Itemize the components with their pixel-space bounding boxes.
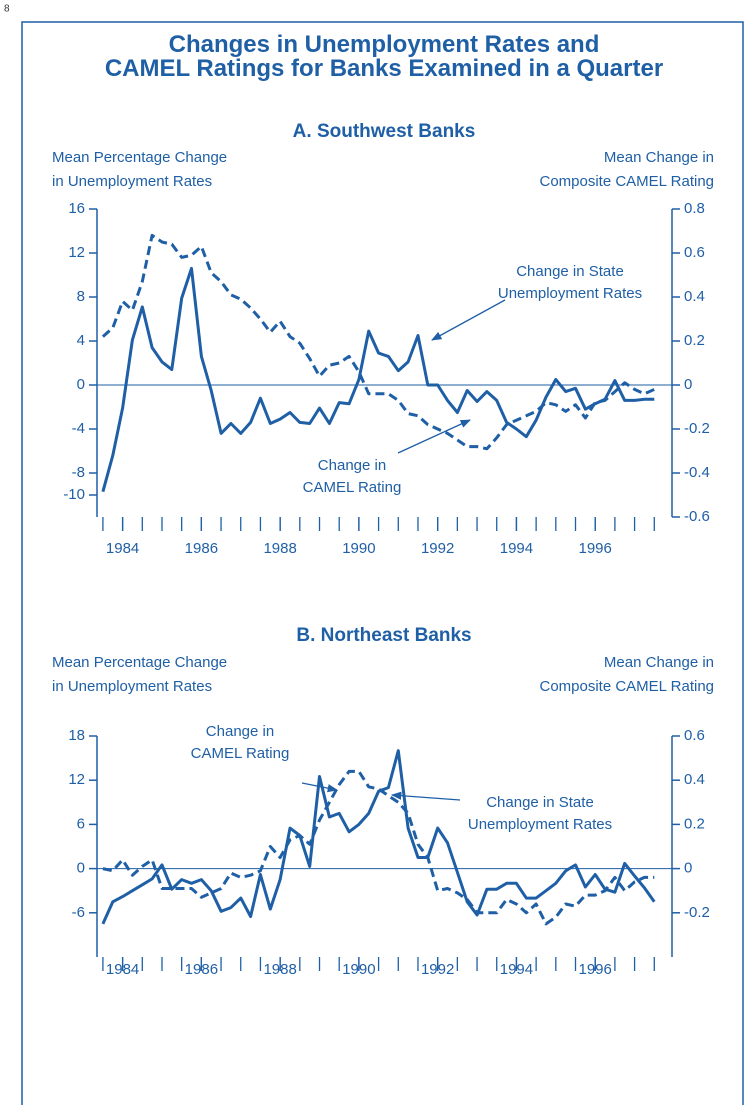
label-arrow (431, 299, 506, 341)
panel-title: A. Southwest Banks (293, 121, 476, 142)
y2-tick-label: 0 (684, 860, 692, 877)
y2-axis-label: Mean Change in Composite CAMEL Rating (539, 654, 714, 695)
frame (21, 21, 744, 1105)
y-tick-label: 16 (68, 200, 85, 217)
x-tick-label: 1984 (106, 540, 139, 557)
y-tick-label: 12 (68, 771, 85, 788)
x-tick-label: 1994 (500, 540, 533, 557)
series-line (101, 233, 655, 451)
series-line (102, 769, 655, 926)
y2-tick-label: -0.6 (684, 508, 710, 525)
x-tick-label: 1994 (500, 961, 533, 978)
series-line (101, 266, 655, 493)
y-tick-label: 4 (77, 332, 85, 349)
label-arrow (301, 782, 339, 793)
x-tick-label: 1986 (185, 540, 218, 557)
y2-tick-label: 0.8 (684, 200, 705, 217)
y-axis-label: Mean Percentage Change in Unemployment Ra… (52, 654, 227, 695)
y-tick-label: -10 (63, 486, 85, 503)
y-tick-label: 0 (77, 376, 85, 393)
y2-tick-label: -0.4 (684, 464, 710, 481)
y2-tick-label: 0.4 (684, 771, 705, 788)
x-tick-label: 1988 (263, 961, 296, 978)
y2-tick-label: 0.2 (684, 815, 705, 832)
y-tick-label: 8 (77, 288, 85, 305)
y2-tick-label: -0.2 (684, 420, 710, 437)
x-tick-label: 1984 (106, 961, 139, 978)
x-tick-label: 1988 (263, 540, 296, 557)
series-label: Change in State Unemployment Rates (468, 794, 612, 833)
series-label: Change in CAMEL Rating (303, 457, 402, 496)
x-tick-label: 1992 (421, 961, 454, 978)
main-title: Changes in Unemployment Rates and CAMEL R… (105, 31, 663, 82)
y2-tick-label: -0.2 (684, 904, 710, 921)
y-axis-label: Mean Percentage Change in Unemployment Ra… (52, 149, 227, 190)
x-tick-label: 1990 (342, 961, 375, 978)
y-tick-label: -8 (72, 464, 85, 481)
y2-axis-label: Mean Change in Composite CAMEL Rating (539, 149, 714, 190)
page-number: 8 (4, 4, 10, 15)
x-tick-label: 1986 (185, 961, 218, 978)
y-tick-label: 0 (77, 860, 85, 877)
y-tick-label: -4 (72, 420, 85, 437)
panel-title: B. Northeast Banks (296, 625, 471, 646)
y2-tick-label: 0.6 (684, 727, 705, 744)
y2-tick-label: 0.2 (684, 332, 705, 349)
y-tick-label: 12 (68, 244, 85, 261)
label-arrow (397, 419, 471, 454)
y-tick-label: 18 (68, 727, 85, 744)
y2-tick-label: 0.6 (684, 244, 705, 261)
y-tick-label: 6 (77, 815, 85, 832)
x-tick-label: 1996 (579, 961, 612, 978)
label-arrow (390, 791, 461, 801)
x-tick-label: 1992 (421, 540, 454, 557)
series-label: Change in State Unemployment Rates (498, 263, 642, 302)
series-line (101, 749, 656, 925)
x-tick-label: 1996 (579, 540, 612, 557)
x-tick-label: 1990 (342, 540, 375, 557)
y2-tick-label: 0.4 (684, 288, 705, 305)
y2-tick-label: 0 (684, 376, 692, 393)
y-tick-label: -6 (72, 904, 85, 921)
series-label: Change in CAMEL Rating (191, 723, 290, 762)
